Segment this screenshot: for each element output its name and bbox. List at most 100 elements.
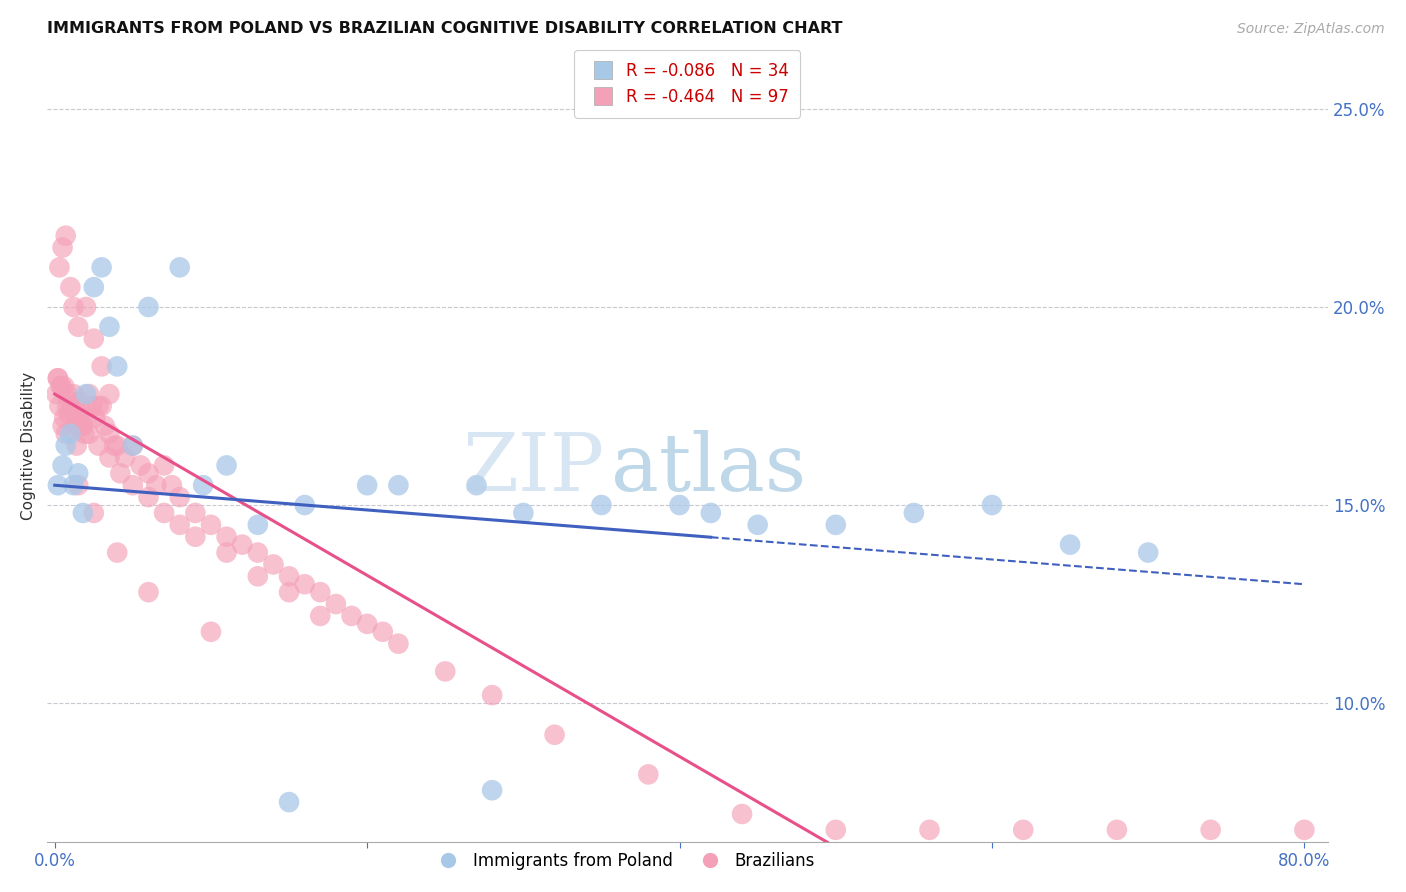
Point bbox=[49, 379, 72, 393]
Point bbox=[63, 418, 86, 433]
Point bbox=[145, 478, 167, 492]
Point bbox=[110, 467, 132, 481]
Point bbox=[98, 426, 121, 441]
Point bbox=[48, 399, 70, 413]
Point bbox=[56, 399, 79, 413]
Point bbox=[169, 490, 191, 504]
Point bbox=[824, 822, 846, 837]
Legend: Immigrants from Poland, Brazilians: Immigrants from Poland, Brazilians bbox=[425, 846, 821, 877]
Point bbox=[160, 478, 183, 492]
Point bbox=[77, 426, 100, 441]
Point bbox=[65, 439, 87, 453]
Point bbox=[191, 478, 214, 492]
Point bbox=[184, 506, 207, 520]
Point bbox=[824, 517, 846, 532]
Point bbox=[465, 478, 488, 492]
Point bbox=[73, 426, 96, 441]
Point bbox=[215, 530, 238, 544]
Point bbox=[62, 478, 84, 492]
Point bbox=[481, 783, 503, 797]
Point bbox=[90, 399, 112, 413]
Point bbox=[93, 418, 115, 433]
Point bbox=[153, 506, 176, 520]
Point bbox=[59, 280, 82, 294]
Point bbox=[1105, 822, 1128, 837]
Point bbox=[700, 506, 723, 520]
Point bbox=[215, 458, 238, 473]
Point bbox=[591, 498, 613, 512]
Point bbox=[75, 387, 97, 401]
Text: atlas: atlas bbox=[610, 430, 806, 508]
Point bbox=[51, 458, 73, 473]
Point bbox=[62, 387, 84, 401]
Point bbox=[138, 490, 160, 504]
Point bbox=[55, 426, 77, 441]
Point bbox=[294, 498, 316, 512]
Point bbox=[121, 439, 143, 453]
Point bbox=[262, 558, 284, 572]
Point bbox=[153, 458, 176, 473]
Point bbox=[75, 410, 97, 425]
Point bbox=[105, 439, 128, 453]
Point bbox=[87, 439, 110, 453]
Point bbox=[309, 585, 332, 599]
Point bbox=[58, 407, 80, 421]
Point bbox=[129, 458, 152, 473]
Text: Source: ZipAtlas.com: Source: ZipAtlas.com bbox=[1237, 22, 1385, 37]
Point bbox=[278, 585, 301, 599]
Point bbox=[98, 450, 121, 465]
Text: IMMIGRANTS FROM POLAND VS BRAZILIAN COGNITIVE DISABILITY CORRELATION CHART: IMMIGRANTS FROM POLAND VS BRAZILIAN COGN… bbox=[46, 21, 842, 36]
Point bbox=[371, 624, 394, 639]
Point bbox=[84, 410, 107, 425]
Point bbox=[62, 399, 84, 413]
Point bbox=[59, 395, 82, 409]
Point bbox=[200, 624, 222, 639]
Point bbox=[98, 387, 121, 401]
Point bbox=[637, 767, 659, 781]
Point bbox=[512, 506, 534, 520]
Point bbox=[46, 478, 69, 492]
Point bbox=[309, 609, 332, 624]
Point bbox=[903, 506, 925, 520]
Point bbox=[325, 597, 347, 611]
Point bbox=[67, 467, 90, 481]
Point bbox=[46, 371, 69, 385]
Point bbox=[67, 478, 90, 492]
Point bbox=[67, 319, 90, 334]
Point bbox=[246, 569, 269, 583]
Point bbox=[731, 807, 754, 822]
Point bbox=[53, 379, 76, 393]
Point bbox=[67, 410, 90, 425]
Point bbox=[105, 545, 128, 559]
Point bbox=[668, 498, 690, 512]
Point bbox=[231, 538, 253, 552]
Point bbox=[169, 517, 191, 532]
Point bbox=[138, 300, 160, 314]
Point bbox=[246, 545, 269, 559]
Point bbox=[75, 300, 97, 314]
Point bbox=[83, 332, 105, 346]
Point bbox=[246, 517, 269, 532]
Point bbox=[90, 260, 112, 275]
Point bbox=[200, 517, 222, 532]
Point bbox=[83, 506, 105, 520]
Point bbox=[981, 498, 1004, 512]
Point bbox=[481, 688, 503, 702]
Point bbox=[169, 260, 191, 275]
Point bbox=[87, 399, 110, 413]
Point bbox=[138, 585, 160, 599]
Point bbox=[121, 439, 143, 453]
Point bbox=[387, 637, 409, 651]
Point bbox=[83, 280, 105, 294]
Point bbox=[59, 426, 82, 441]
Point bbox=[747, 517, 769, 532]
Point bbox=[98, 319, 121, 334]
Y-axis label: Cognitive Disability: Cognitive Disability bbox=[21, 372, 35, 520]
Point bbox=[121, 478, 143, 492]
Point bbox=[1012, 822, 1035, 837]
Point bbox=[294, 577, 316, 591]
Point bbox=[72, 418, 94, 433]
Point bbox=[69, 395, 91, 409]
Point bbox=[77, 387, 100, 401]
Point bbox=[1059, 538, 1081, 552]
